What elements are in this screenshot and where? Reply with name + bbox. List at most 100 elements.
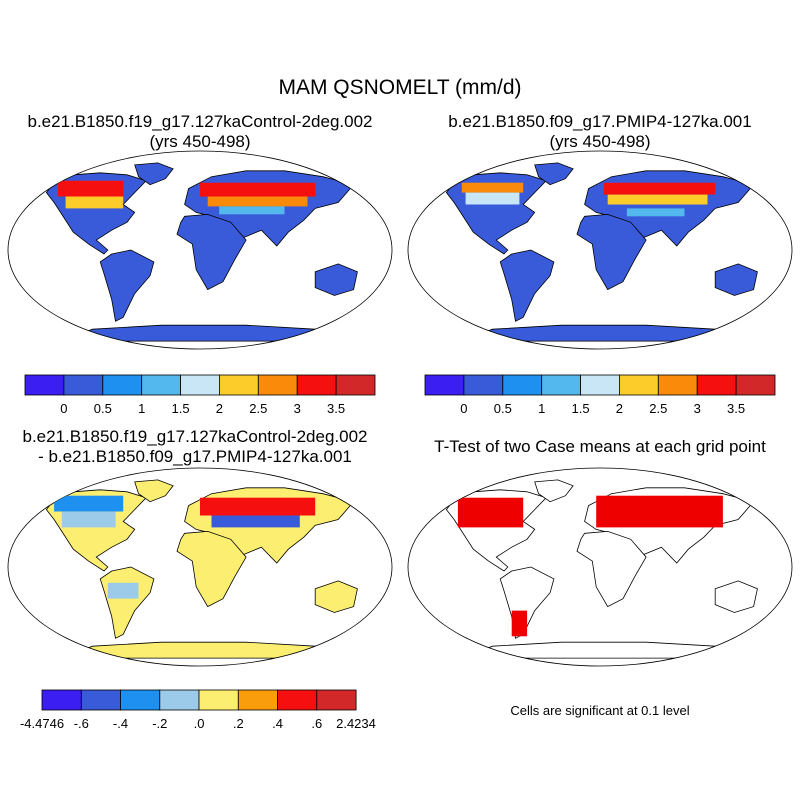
panel4-antarctica [461,641,739,659]
panel2-colorbar-box-3 [541,374,582,396]
panel1-colorbar: 0 0.5 1 1.5 2 2.5 3 3.5 [24,374,376,416]
panel3-colorbar-box-7 [316,689,357,711]
panel1-band-3 [207,196,308,207]
panel1-colorbar-label-7: 3.5 [327,401,345,416]
panel2-band-3 [607,194,708,205]
panel3-colorbar-box-2 [120,689,161,711]
panel1-snowmelt-bands [57,180,316,215]
panel3-africa [176,530,247,608]
panel3-band-2 [200,497,316,516]
panel1-colorbar-label-4: 2 [216,401,223,416]
panel1-title: b.e21.B1850.f19_g17.127kaControl-2deg.00… [0,112,400,152]
panel2-colorbar-box-4 [580,374,620,396]
panel2-colorbar-label-7: 3.5 [727,401,745,416]
panel1-colorbar-box-5 [218,374,259,396]
panel2-south-america [499,249,555,322]
panel2-title-line1: b.e21.B1850.f09_g17.PMIP4-127ka.001 [448,112,752,131]
panel1-band-0 [57,180,124,197]
panel3-colorbar-box-0 [41,689,82,711]
panel1-colorbar-box-1 [63,374,104,396]
panel4-snowmelt-bands [457,495,723,637]
panel1-colorbar-label-0: 0 [60,401,67,416]
panel1-africa [176,213,247,291]
panel2-colorbar-label-1: 0.5 [494,401,512,416]
panel3-colorbar-box-5 [237,689,279,711]
panel2-greenland [534,162,574,186]
panel1-colorbar-label-2: 1 [138,401,145,416]
panel1-colorbar-box-7 [296,374,337,396]
panel3-band-0 [54,495,124,512]
panel4-title: T-Test of two Case means at each grid po… [434,437,766,456]
panel3-colorbar-label-8: 2.4234 [336,716,376,731]
panel3-antarctica [61,641,339,659]
panel3-map-border [7,467,393,667]
panel1-band-4 [219,206,285,215]
panel3-band-1 [61,511,116,528]
panel2-colorbar-box-6 [657,374,698,396]
significance-note: Cells are significant at 0.1 level [510,703,690,718]
panel4-greenland [534,479,574,503]
panel1-title-line1: b.e21.B1850.f19_g17.127kaControl-2deg.00… [27,112,373,131]
panel1-colorbar-box-0 [24,374,65,396]
panel2-title-line2: (yrs 450-498) [549,132,651,151]
panel2-band-0 [461,182,524,193]
panel1-colorbar-label-1: 0.5 [94,401,112,416]
panel3-colorbar-box-3 [159,689,200,711]
panel2-colorbar-label-2: 1 [538,401,545,416]
panel1-band-1 [65,196,124,209]
panel2-colorbar-box-5 [619,374,659,396]
panel2-band-2 [603,182,716,195]
panel1-colorbar-box-4 [180,374,220,396]
panel3-colorbar-label-0: -4.4746 [20,716,64,731]
panel1-colorbar-box-3 [141,374,181,396]
panel2-snowmelt-bands [461,182,716,217]
panel2-band-1 [465,192,520,205]
panel2-colorbar: 0 0.5 1 1.5 2 2.5 3 3.5 [424,374,776,416]
panel3-snowmelt-bands [54,495,316,599]
panel2-colorbar-label-5: 2.5 [649,401,667,416]
panel3-colorbar-label-3: -.2 [152,716,167,731]
panel1-antarctica [61,324,339,342]
panel2-colorbar-box-7 [696,374,737,396]
panel1-south-america [99,249,155,322]
panel1-australia [314,263,358,296]
panel4-map-border [407,467,793,667]
figure-title: MAM QSNOMELT (mm/d) [278,76,522,99]
panel3-colorbar-label-4: .0 [194,716,205,731]
panel3-greenland [134,479,174,503]
panel1-colorbar-box-6 [257,374,298,396]
panel1-colorbar-label-6: 3 [294,401,301,416]
panel3-colorbar-label-1: -.6 [74,716,89,731]
panel1-greenland [134,162,174,186]
panel2-africa [576,213,647,291]
panel3-colorbar: -4.4746 -.6 -.4 -.2 .0 .2 .4 .6 2.4234 [20,689,376,731]
panel1-band-2 [200,182,316,197]
panel2-colorbar-box-0 [424,374,465,396]
panel2-title: b.e21.B1850.f09_g17.PMIP4-127ka.001 (yrs… [400,112,800,152]
panel1-title-line2: (yrs 450-498) [149,132,251,151]
panel2-colorbar-box-2 [502,374,543,396]
panel2-band-4 [626,208,685,217]
panel3-title-line1: b.e21.B1850.f19_g17.127kaControl-2deg.00… [22,427,368,446]
panel4-band-0 [457,497,524,528]
panel1-colorbar-box-2 [102,374,143,396]
panel3-title: b.e21.B1850.f19_g17.127kaControl-2deg.00… [0,427,390,467]
panel3-band-4 [107,582,139,599]
panel4-band-1 [596,495,723,528]
panel3-title-line2: - b.e21.B1850.f09_g17.PMIP4-127ka.001 [38,447,352,466]
panel1-colorbar-label-5: 2.5 [249,401,267,416]
panel1-colorbar-label-3: 1.5 [172,401,190,416]
panel2-colorbar-box-1 [463,374,504,396]
panel3-colorbar-label-2: -.4 [113,716,128,731]
panel2-colorbar-label-6: 3 [694,401,701,416]
panel3-colorbar-box-6 [277,689,318,711]
panel2-map [407,150,793,350]
panel3-colorbar-label-5: .2 [233,716,244,731]
panel1-colorbar-box-8 [335,374,376,396]
panel3-colorbar-box-4 [198,689,239,711]
panel2-antarctica [461,324,739,342]
panel4-africa [576,530,647,608]
panel4-australia [714,580,758,613]
panel4-band-2 [511,610,528,637]
panel2-colorbar-label-3: 1.5 [572,401,590,416]
